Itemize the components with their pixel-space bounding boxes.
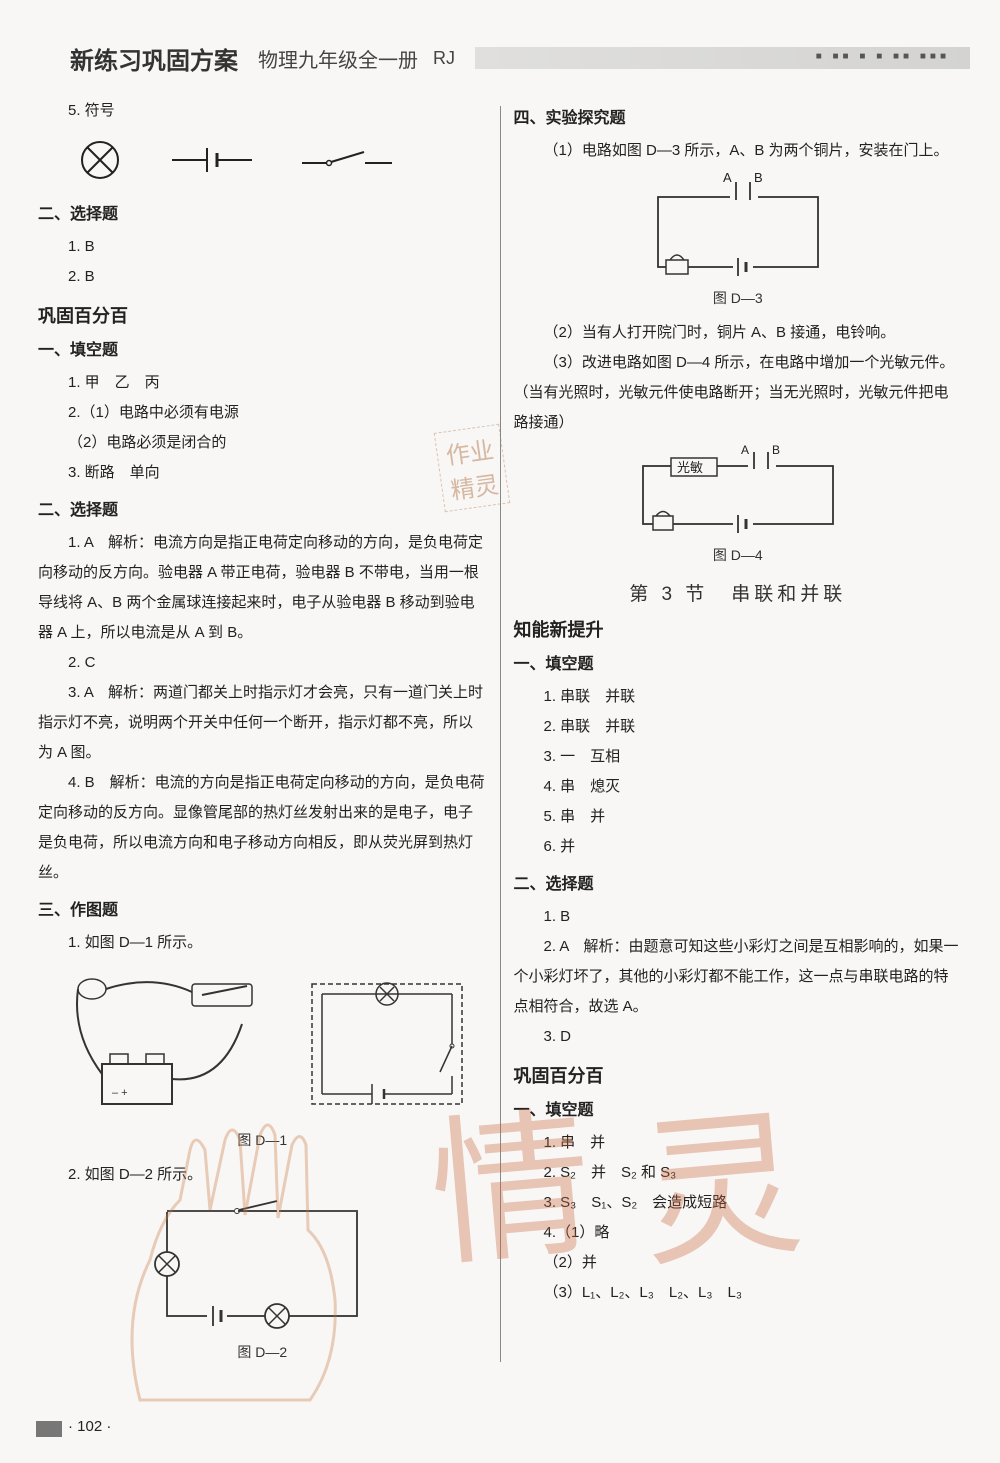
choice-2: 2. C — [38, 648, 487, 678]
circuit-symbols-row — [38, 138, 487, 182]
svg-text:B: B — [772, 444, 780, 457]
caption-d1: 图 D—1 — [38, 1130, 487, 1150]
i4c: （3）L₁、L₂、L₃ L₂、L₃ L₃ — [514, 1278, 963, 1308]
i1: 1. 串 并 — [514, 1128, 963, 1158]
fill-3: 3. 断路 单向 — [38, 458, 487, 488]
fill-heading-b: 一、填空题 — [514, 650, 963, 674]
diagram-d3: A B — [514, 172, 963, 282]
section-2-heading: 二、选择题 — [38, 200, 487, 224]
section-3-title: 第 3 节 串联和并联 — [514, 579, 963, 606]
edition-code: RJ — [433, 48, 455, 69]
svg-text:A: A — [741, 444, 749, 457]
page-header: 新练习巩固方案 物理九年级全一册 RJ ■ ■■ ■ ■ ■■ ■■■ — [30, 40, 970, 76]
h1: 1. B — [514, 902, 963, 932]
g1: 1. 串联 并联 — [514, 682, 963, 712]
column-divider — [500, 106, 501, 1362]
drawing-1: 1. 如图 D—1 所示。 — [38, 928, 487, 958]
g5: 5. 串 并 — [514, 802, 963, 832]
zhineng-heading: 知能新提升 — [514, 616, 963, 642]
choice-heading: 二、选择题 — [38, 496, 487, 520]
consolidate-heading-2: 巩固百分百 — [514, 1062, 963, 1088]
fill-2a: 2.（1）电路中必须有电源 — [38, 398, 487, 428]
label-light: 光敏 — [677, 460, 703, 475]
choice-4: 4. B 解析：电流的方向是指正电荷定向移动的方向，是负电荷定向移动的反方向。显… — [38, 768, 487, 888]
exp-1: （1）电路如图 D—3 所示，A、B 为两个铜片，安装在门上。 — [514, 136, 963, 166]
label-a: A — [723, 172, 732, 185]
g6: 6. 并 — [514, 832, 963, 862]
drawing-2: 2. 如图 D—2 所示。 — [38, 1160, 487, 1190]
caption-d2: 图 D—2 — [38, 1342, 487, 1362]
header-dots: ■ ■■ ■ ■ ■■ ■■■ — [816, 51, 950, 62]
h2: 2. A 解析：由题意可知这些小彩灯之间是互相影响的，如果一个小彩灯坏了，其他的… — [514, 932, 963, 1022]
circuit-d1-icon: – + — [52, 964, 472, 1124]
diagram-d1: – + — [38, 964, 487, 1124]
question-5: 5. 符号 — [38, 96, 487, 126]
left-column: 5. 符号 二、选择题 1. B 2. B 巩固百分百 — [30, 96, 495, 1372]
fill-1: 1. 甲 乙 丙 — [38, 368, 487, 398]
exp-2: （2）当有人打开院门时，铜片 A、B 接通，电铃响。 — [514, 318, 963, 348]
drawing-heading: 三、作图题 — [38, 896, 487, 920]
diagram-d2 — [38, 1196, 487, 1336]
choice-heading-b: 二、选择题 — [514, 870, 963, 894]
book-title: 新练习巩固方案 — [70, 41, 238, 76]
svg-text:– +: – + — [112, 1087, 128, 1099]
cell-symbol-icon — [172, 145, 252, 175]
lamp-symbol-icon — [78, 138, 122, 182]
two-column-layout: 5. 符号 二、选择题 1. B 2. B 巩固百分百 — [30, 96, 970, 1372]
page-block-icon — [36, 1421, 62, 1437]
h3: 3. D — [514, 1022, 963, 1052]
g4: 4. 串 熄灭 — [514, 772, 963, 802]
switch-symbol-icon — [302, 145, 392, 175]
answer-2-1: 1. B — [38, 232, 487, 262]
fill-blank-heading: 一、填空题 — [38, 336, 487, 360]
g3: 3. 一 互相 — [514, 742, 963, 772]
caption-d4: 图 D—4 — [514, 545, 963, 565]
circuit-d4-icon: 光敏 A B — [623, 444, 853, 539]
header-bar: ■ ■■ ■ ■ ■■ ■■■ — [475, 47, 970, 69]
diagram-d4: 光敏 A B — [514, 444, 963, 539]
right-column: 四、实验探究题 （1）电路如图 D—3 所示，A、B 为两个铜片，安装在门上。 … — [506, 96, 971, 1372]
answer-2-2: 2. B — [38, 262, 487, 292]
i3: 3. S₃ S₁、S₂ 会造成短路 — [514, 1188, 963, 1218]
i2: 2. S₂ 并 S₂ 和 S₃ — [514, 1158, 963, 1188]
fill-heading-c: 一、填空题 — [514, 1096, 963, 1120]
caption-d3: 图 D—3 — [514, 288, 963, 308]
fill-2b: （2）电路必须是闭合的 — [38, 428, 487, 458]
i4b: （2）并 — [514, 1248, 963, 1278]
label-b: B — [754, 172, 763, 185]
exp-3: （3）改进电路如图 D—4 所示，在电路中增加一个光敏元件。（当有光照时，光敏元… — [514, 348, 963, 438]
stamp-icon: 作业精灵 — [434, 424, 510, 512]
choice-1: 1. A 解析：电流方向是指正电荷定向移动的方向，是负电荷定向移动的反方向。验电… — [38, 528, 487, 648]
page-number: · 102 · — [68, 1418, 111, 1435]
experiment-heading: 四、实验探究题 — [514, 104, 963, 128]
consolidate-heading: 巩固百分百 — [38, 302, 487, 328]
circuit-d2-icon — [147, 1196, 377, 1336]
book-subtitle: 物理九年级全一册 — [258, 44, 418, 73]
circuit-d3-icon: A B — [638, 172, 838, 282]
i4a: 4.（1）略 — [514, 1218, 963, 1248]
choice-3: 3. A 解析：两道门都关上时指示灯才会亮，只有一道门关上时指示灯不亮，说明两个… — [38, 678, 487, 768]
g2: 2. 串联 并联 — [514, 712, 963, 742]
